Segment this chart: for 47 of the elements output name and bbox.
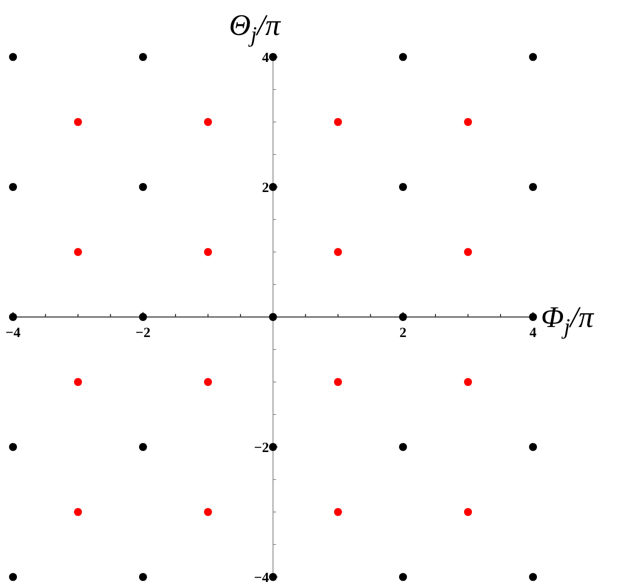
point xyxy=(529,53,537,61)
point xyxy=(399,573,407,581)
point xyxy=(464,508,472,516)
point xyxy=(399,443,407,451)
point xyxy=(204,248,212,256)
point xyxy=(334,248,342,256)
point xyxy=(464,378,472,386)
point xyxy=(74,378,82,386)
point xyxy=(139,313,147,321)
point xyxy=(399,183,407,191)
point xyxy=(139,443,147,451)
y-axis-title: Θ$_{j}$/π xyxy=(229,9,282,47)
point xyxy=(269,183,277,191)
point xyxy=(204,118,212,126)
point xyxy=(399,313,407,321)
point xyxy=(139,53,147,61)
point xyxy=(74,248,82,256)
point xyxy=(9,443,17,451)
point xyxy=(529,573,537,581)
x-tick-label: 2 xyxy=(400,326,406,341)
point xyxy=(334,378,342,386)
point xyxy=(334,118,342,126)
point xyxy=(464,118,472,126)
point xyxy=(269,313,277,321)
x-tick-label: −4 xyxy=(6,326,20,341)
y-tick-label: 4 xyxy=(262,51,269,66)
point xyxy=(399,53,407,61)
point xyxy=(334,508,342,516)
point xyxy=(9,183,17,191)
y-tick-label: −4 xyxy=(254,571,269,586)
x-tick-label: 4 xyxy=(530,326,536,341)
point xyxy=(9,573,17,581)
point xyxy=(139,573,147,581)
point xyxy=(529,443,537,451)
x-axis-title: Φ$_{j}$/π xyxy=(541,301,594,339)
point xyxy=(529,183,537,191)
point xyxy=(269,443,277,451)
y-tick-label: −2 xyxy=(254,441,269,456)
point xyxy=(204,378,212,386)
x-tick-label: −2 xyxy=(136,326,150,341)
point xyxy=(204,508,212,516)
point xyxy=(74,508,82,516)
point xyxy=(9,53,17,61)
point xyxy=(74,118,82,126)
y-tick-label: 2 xyxy=(262,181,269,196)
point xyxy=(139,183,147,191)
point xyxy=(464,248,472,256)
